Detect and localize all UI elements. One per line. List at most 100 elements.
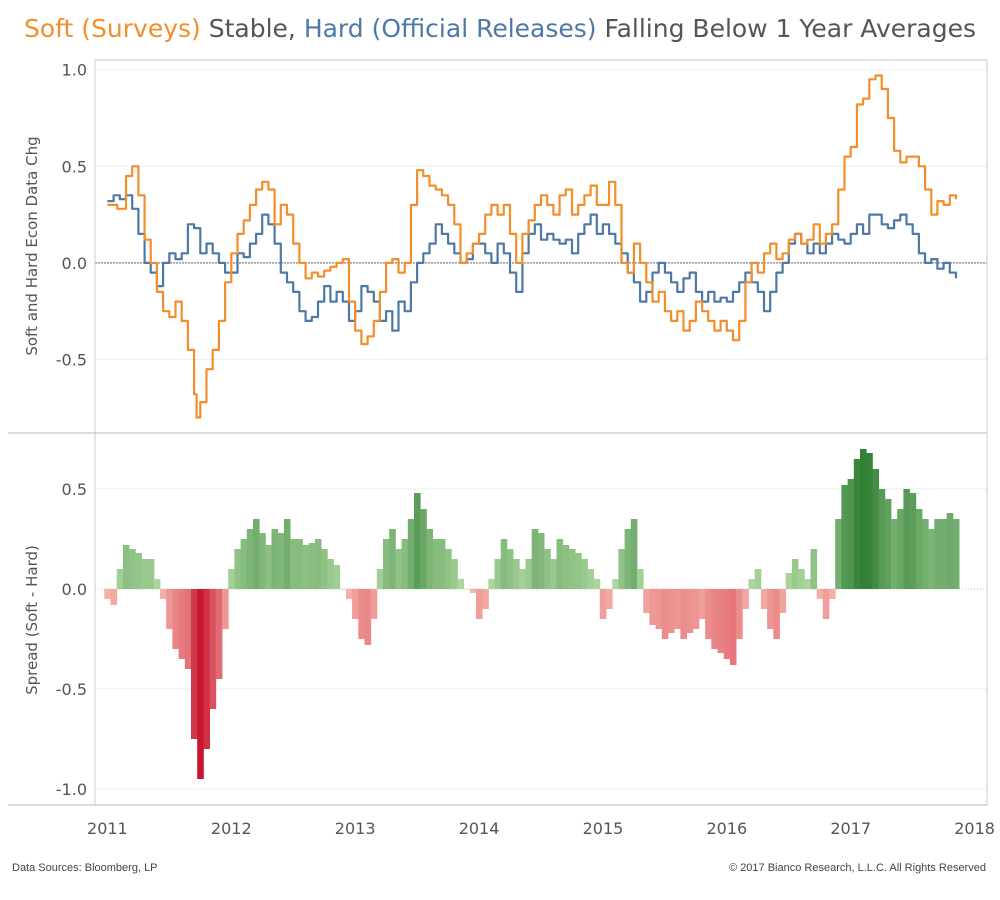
- top-panel: 1.0 0.5 0.0 -0.5: [56, 61, 987, 419]
- spread-bar: [711, 589, 718, 649]
- spread-bar: [779, 589, 787, 613]
- spread-bar: [519, 569, 526, 589]
- x-tick-label: 2016: [706, 819, 747, 838]
- spread-bar: [259, 533, 266, 589]
- spread-bar: [760, 589, 768, 609]
- spread-bar: [302, 545, 310, 589]
- spread-bar: [531, 529, 539, 589]
- spread-bar: [575, 553, 582, 589]
- spread-bar: [897, 509, 904, 589]
- spread-bar: [228, 569, 235, 589]
- spread-bar: [110, 589, 118, 605]
- spread-bar: [445, 549, 452, 589]
- spread-bar: [593, 579, 601, 589]
- top-y-axis-label: Soft and Hard Econ Data Chg: [23, 136, 41, 355]
- spread-bar: [426, 529, 433, 589]
- title-stable-text: Stable,: [200, 14, 304, 43]
- spread-bar: [389, 529, 396, 589]
- spread-bar: [395, 549, 402, 589]
- spread-bar: [246, 529, 254, 589]
- spread-bar: [934, 519, 941, 589]
- spread-bar: [222, 589, 229, 629]
- spread-bar: [240, 539, 248, 589]
- spread-bar: [878, 489, 886, 589]
- spread-bar: [333, 565, 341, 589]
- spread-bar: [891, 519, 898, 589]
- spread-bar: [748, 579, 756, 589]
- spread-bar: [203, 589, 210, 749]
- title-rest-text: Falling Below 1 Year Averages: [596, 14, 977, 43]
- spread-bar: [922, 519, 929, 589]
- x-tick-label: 2014: [459, 819, 500, 838]
- top-y-tick-label: 0.5: [62, 157, 87, 176]
- series-line-soft: [107, 74, 958, 419]
- spread-bar: [804, 579, 811, 589]
- spread-bar: [810, 549, 818, 589]
- spread-bar: [699, 589, 706, 619]
- spread-bar: [550, 559, 557, 589]
- x-tick-label: 2018: [954, 819, 995, 838]
- spread-bar: [339, 589, 347, 590]
- spread-bar: [767, 589, 774, 629]
- spread-bar: [494, 559, 502, 589]
- spread-bar: [116, 569, 124, 589]
- spread-bar: [742, 589, 749, 609]
- spread-bar: [178, 589, 186, 659]
- bottom-panel: 0.5 0.0 -0.5 -1.0: [56, 449, 987, 799]
- spread-bar: [482, 589, 489, 609]
- spread-bar: [599, 589, 607, 619]
- spread-bar: [537, 533, 545, 589]
- spread-bar: [835, 519, 842, 589]
- spread-bar: [822, 589, 830, 619]
- spread-bar: [798, 569, 805, 589]
- spread-bar: [209, 589, 217, 709]
- spread-bar: [358, 589, 365, 639]
- bottom-y-tick-label: -0.5: [56, 680, 87, 699]
- spread-bar: [141, 559, 149, 589]
- spread-bar: [705, 589, 712, 639]
- spread-bar: [612, 579, 619, 589]
- spread-bar: [915, 509, 923, 589]
- spread-bar: [606, 589, 613, 609]
- spread-bar: [637, 569, 644, 589]
- spread-bar: [618, 549, 625, 589]
- spread-bar: [717, 589, 725, 653]
- spread-bar: [829, 589, 836, 599]
- spread-bar: [166, 589, 173, 629]
- spread-bar: [327, 559, 334, 589]
- spread-bar: [674, 589, 681, 629]
- spread-bar: [172, 589, 179, 649]
- title-hard-text: Hard (Official Releases): [303, 14, 597, 43]
- chart-title: Soft (Surveys) Stable, Hard (Official Re…: [0, 14, 1000, 43]
- spread-bar: [271, 529, 279, 589]
- spread-bar: [153, 579, 161, 589]
- spread-bar: [457, 579, 464, 589]
- spread-bar: [184, 589, 192, 669]
- spread-bar: [773, 589, 780, 639]
- bottom-y-tick-label: 0.5: [62, 480, 87, 499]
- top-y-tick-label: -0.5: [56, 351, 87, 370]
- spread-bar: [414, 493, 421, 589]
- title-soft-text: Soft (Surveys): [24, 14, 201, 43]
- x-tick-label: 2013: [335, 819, 376, 838]
- spread-bar: [581, 559, 588, 589]
- spread-bar: [940, 519, 948, 589]
- spread-bar: [352, 589, 359, 619]
- footer-sources: Data Sources: Bloomberg, LP: [12, 862, 158, 874]
- spread-bar: [587, 569, 595, 589]
- spread-bar: [661, 589, 669, 639]
- spread-bar: [104, 589, 111, 599]
- spread-bar: [160, 589, 167, 599]
- spread-bar: [841, 485, 848, 589]
- spread-bar: [438, 539, 446, 589]
- spread-bar: [692, 589, 700, 629]
- spread-bar: [147, 559, 155, 589]
- spread-bar: [568, 549, 576, 589]
- spread-bar: [432, 539, 440, 589]
- spread-bar: [314, 539, 322, 589]
- spread-bar: [513, 559, 520, 589]
- spread-bar: [946, 513, 954, 589]
- spread-bar: [265, 545, 272, 589]
- bottom-y-tick-label: -1.0: [56, 780, 87, 799]
